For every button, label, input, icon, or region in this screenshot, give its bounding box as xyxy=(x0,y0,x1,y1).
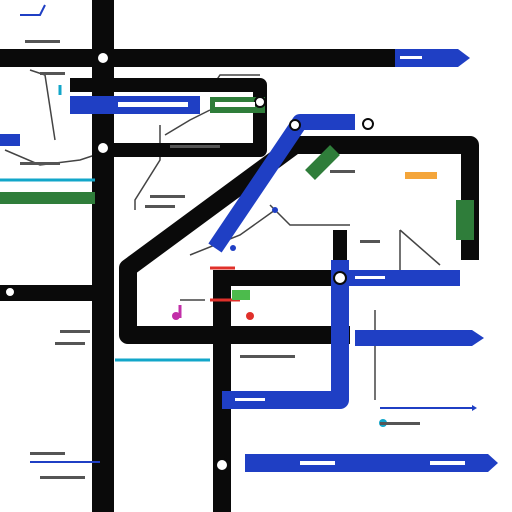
thin-line xyxy=(269,204,350,226)
text-mark xyxy=(170,145,220,148)
junction-icons xyxy=(4,51,374,472)
station-marker-icon xyxy=(272,207,278,213)
station-marker-icon xyxy=(172,312,180,320)
thin-blue-lines xyxy=(20,4,472,463)
junction-icon xyxy=(96,141,110,155)
junction-icon xyxy=(4,286,16,298)
cyan-lines xyxy=(0,85,210,362)
glyph-mark xyxy=(235,398,265,401)
glyph-mark xyxy=(215,102,255,107)
thin-line xyxy=(189,209,276,256)
thin-line xyxy=(29,69,56,141)
text-mark xyxy=(380,422,420,425)
orange-accent-block xyxy=(405,172,437,179)
station-marker-icon xyxy=(230,245,236,251)
black-line-branch-top xyxy=(70,78,267,157)
text-mark xyxy=(360,240,380,243)
text-mark xyxy=(40,476,85,479)
thin-line xyxy=(399,229,441,266)
text-mark xyxy=(40,72,65,75)
arrow-end-icons xyxy=(458,49,498,472)
station-marker-icon xyxy=(246,312,254,320)
blue-lines xyxy=(0,49,488,472)
junction-icon xyxy=(254,96,266,108)
junction-icon xyxy=(289,119,301,131)
thin-blue-line xyxy=(20,4,46,16)
text-mark xyxy=(20,162,60,165)
glyph-mark xyxy=(355,276,385,279)
glyph-mark xyxy=(430,461,465,465)
junction-icon xyxy=(333,271,347,285)
arrow-end-icon xyxy=(472,405,477,411)
thin-line xyxy=(164,109,211,136)
junction-icon xyxy=(215,458,229,472)
illegible-text-marks xyxy=(20,40,420,479)
arrow-end-icon xyxy=(472,330,484,346)
thin-line xyxy=(134,125,161,210)
arrow-end-icon xyxy=(488,454,498,472)
text-mark xyxy=(30,452,65,455)
text-mark xyxy=(55,342,85,345)
black-line-diagonal-loop xyxy=(119,136,479,344)
illegible-glyphs xyxy=(118,56,465,465)
glyph-mark xyxy=(118,102,188,107)
green-accent-block xyxy=(232,290,250,300)
arrow-end-icon xyxy=(458,49,470,67)
text-mark xyxy=(240,355,295,358)
text-mark xyxy=(145,205,175,208)
junction-icon xyxy=(96,51,110,65)
glyph-mark xyxy=(400,56,422,59)
glyph-mark xyxy=(300,461,335,465)
junction-icon xyxy=(362,118,374,130)
text-mark xyxy=(330,170,355,173)
text-mark xyxy=(60,330,90,333)
accent-lines xyxy=(178,172,437,318)
green-line-diagonal xyxy=(305,145,340,180)
text-mark xyxy=(25,40,60,43)
text-mark xyxy=(150,195,185,198)
